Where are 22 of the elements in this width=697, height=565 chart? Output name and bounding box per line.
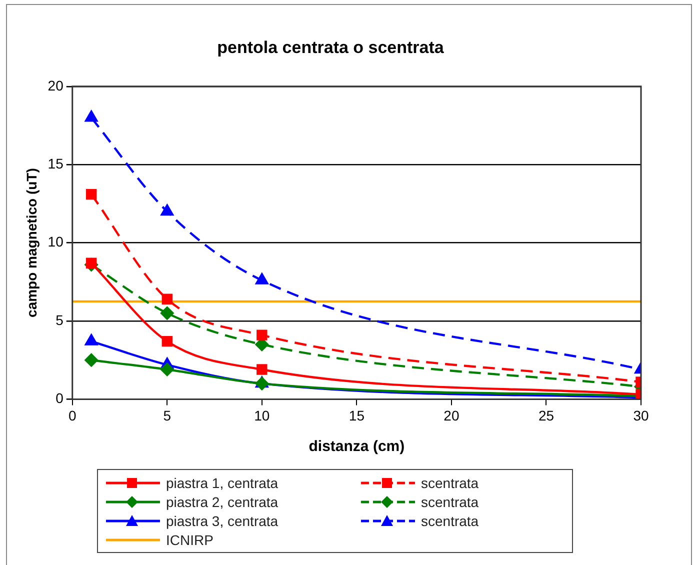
x-tick-label: 0 (68, 407, 76, 424)
legend-label: piastra 2, centrata (166, 494, 278, 510)
y-tick-label: 20 (48, 77, 64, 94)
y-tick-label: 5 (56, 312, 64, 328)
y-tick-label: 15 (48, 155, 64, 172)
x-tick-label: 25 (538, 407, 554, 424)
x-axis-title: distanza (cm) (308, 438, 405, 456)
legend-label: ICNIRP (166, 532, 214, 548)
legend-label: piastra 1, centrata (166, 474, 278, 490)
x-tick-label: 15 (348, 407, 365, 424)
legend-label: scentrata (421, 512, 479, 528)
x-tick-label: 30 (633, 407, 649, 424)
chart-title: pentola centrata o scentrata (217, 38, 444, 57)
legend-label: scentrata (421, 494, 479, 510)
y-axis-title: campo magnetico (uT) (23, 168, 40, 318)
x-tick-label: 5 (163, 407, 172, 424)
x-tick-label: 10 (254, 407, 270, 424)
y-tick-label: 10 (48, 234, 64, 250)
x-tick-label: 20 (444, 407, 460, 424)
y-tick-label: 0 (56, 390, 64, 406)
legend-label: piastra 3, centrata (166, 512, 278, 528)
legend-label: scentrata (421, 474, 479, 490)
